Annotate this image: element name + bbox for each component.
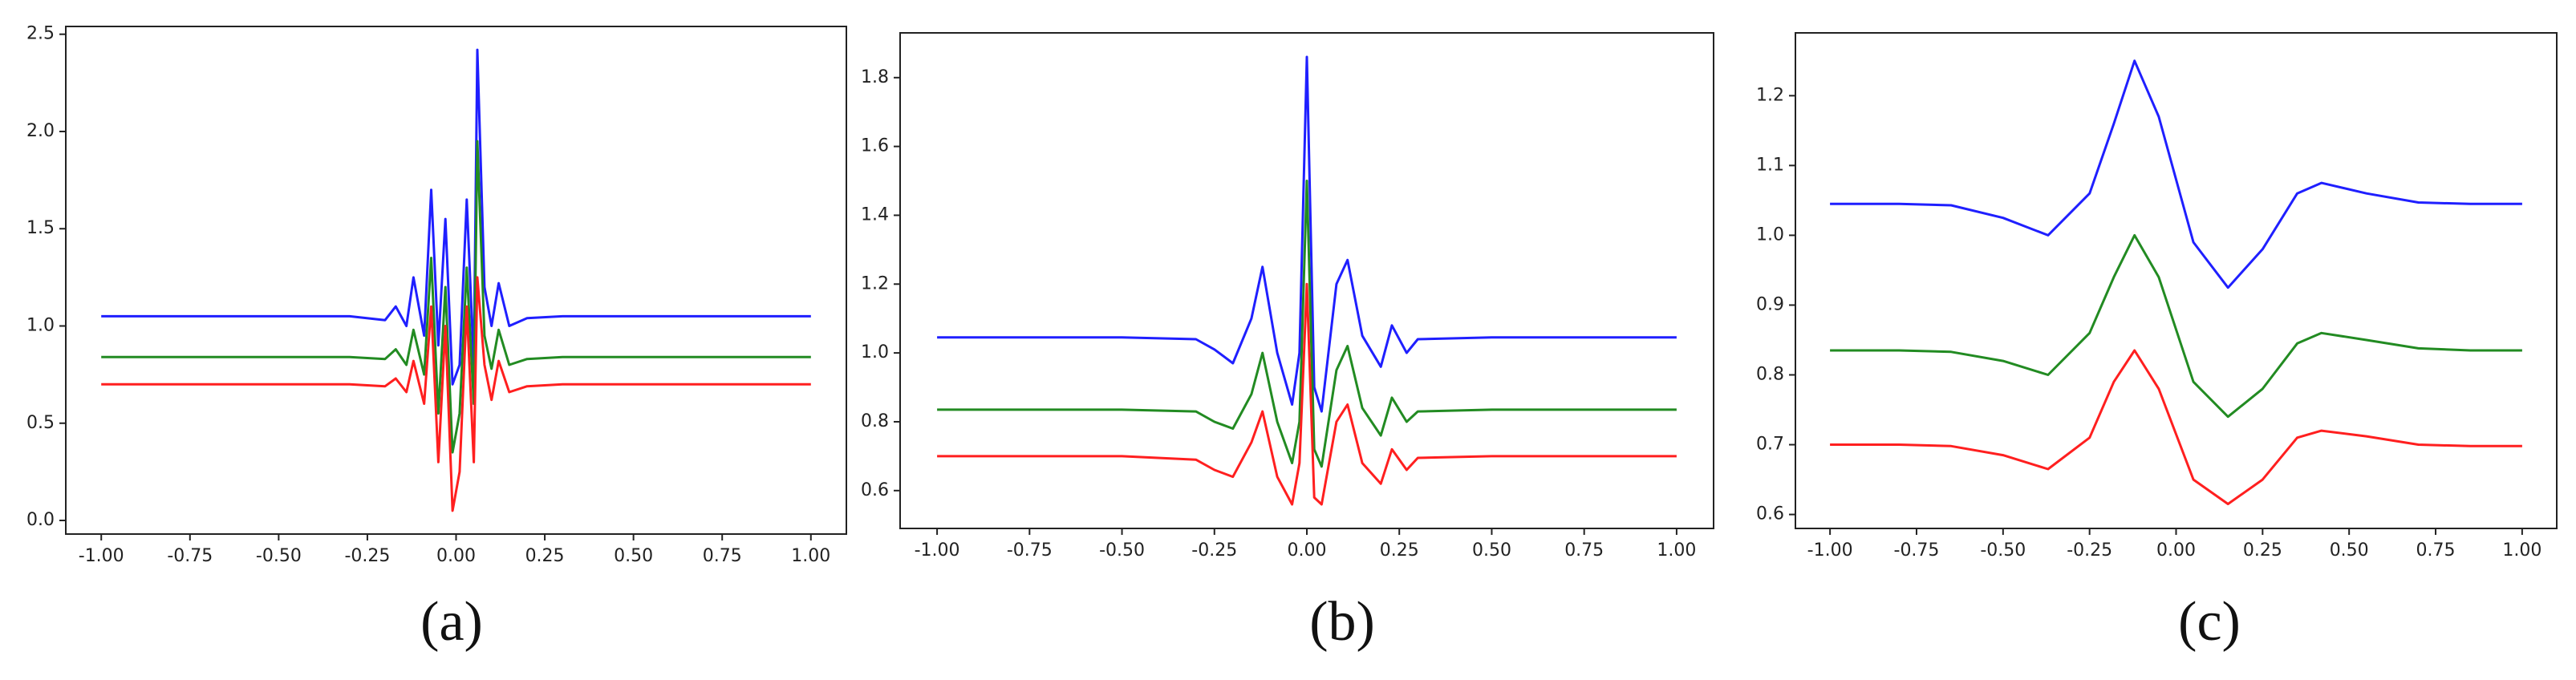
- y-tick-label: 0.6: [861, 480, 889, 500]
- data-line: [101, 140, 811, 454]
- data-line: [1830, 349, 2522, 505]
- data-line: [937, 282, 1677, 506]
- x-tick-label: -0.50: [256, 546, 302, 566]
- y-tick-label: 0.9: [1756, 294, 1784, 314]
- x-tick-label: 0.00: [1288, 540, 1327, 561]
- plot-frame: [65, 26, 847, 535]
- y-tick-label: 1.0: [26, 315, 55, 335]
- x-tick-label: 1.00: [2502, 540, 2542, 561]
- y-tick-label: 0.0: [26, 510, 55, 530]
- x-tick-label: -0.25: [344, 546, 390, 566]
- x-tick-label: 0.50: [2330, 540, 2369, 561]
- y-tick-label: 0.8: [1756, 365, 1784, 385]
- x-tick-label: 0.75: [1564, 540, 1604, 561]
- y-tick-label: 1.4: [861, 204, 889, 225]
- y-tick-label: 1.2: [1756, 85, 1784, 105]
- x-tick-label: -1.00: [1807, 540, 1853, 561]
- x-tick-label: 0.50: [614, 546, 653, 566]
- x-tick-label: 0.25: [525, 546, 565, 566]
- data-line: [1830, 233, 2522, 419]
- x-tick-label: -0.50: [1099, 540, 1145, 561]
- y-tick-label: 2.5: [26, 24, 55, 44]
- plot-frame: [1795, 32, 2558, 529]
- y-tick-label: 1.2: [861, 273, 889, 293]
- y-tick-label: 1.6: [861, 136, 889, 156]
- y-tick-label: 0.5: [26, 413, 55, 433]
- y-tick-label: 2.0: [26, 121, 55, 141]
- x-tick-label: 1.00: [1657, 540, 1696, 561]
- y-tick-label: 0.7: [1756, 435, 1784, 455]
- x-tick-label: 0.25: [1380, 540, 1419, 561]
- y-tick-label: 1.0: [1756, 225, 1784, 245]
- data-line: [937, 180, 1677, 468]
- data-line: [937, 55, 1677, 413]
- x-tick-label: 1.00: [791, 546, 830, 566]
- x-tick-label: 0.00: [2156, 540, 2196, 561]
- x-tick-label: -0.50: [1980, 540, 2026, 561]
- x-tick-label: -0.75: [1894, 540, 1940, 561]
- caption: (b): [1309, 591, 1375, 653]
- x-tick-label: -0.25: [2067, 540, 2112, 561]
- y-tick-label: 1.1: [1756, 155, 1784, 175]
- x-tick-label: -0.25: [1191, 540, 1237, 561]
- x-tick-label: -0.75: [167, 546, 213, 566]
- x-tick-label: 0.25: [2243, 540, 2282, 561]
- caption: (c): [2178, 591, 2241, 653]
- x-tick-label: 0.75: [2416, 540, 2456, 561]
- data-line: [1830, 59, 2522, 289]
- caption: (a): [420, 591, 483, 653]
- y-tick-label: 1.8: [861, 67, 889, 87]
- x-tick-label: 0.75: [703, 546, 742, 566]
- y-tick-label: 0.6: [1756, 504, 1784, 524]
- data-line: [101, 276, 811, 512]
- x-tick-label: -1.00: [915, 540, 960, 561]
- y-tick-label: 1.5: [26, 218, 55, 238]
- x-tick-label: 0.00: [436, 546, 476, 566]
- y-tick-label: 0.8: [861, 411, 889, 431]
- y-tick-label: 1.0: [861, 342, 889, 362]
- data-line: [101, 48, 811, 386]
- x-tick-label: -1.00: [79, 546, 124, 566]
- x-tick-label: -0.75: [1007, 540, 1053, 561]
- x-tick-label: 0.50: [1472, 540, 1511, 561]
